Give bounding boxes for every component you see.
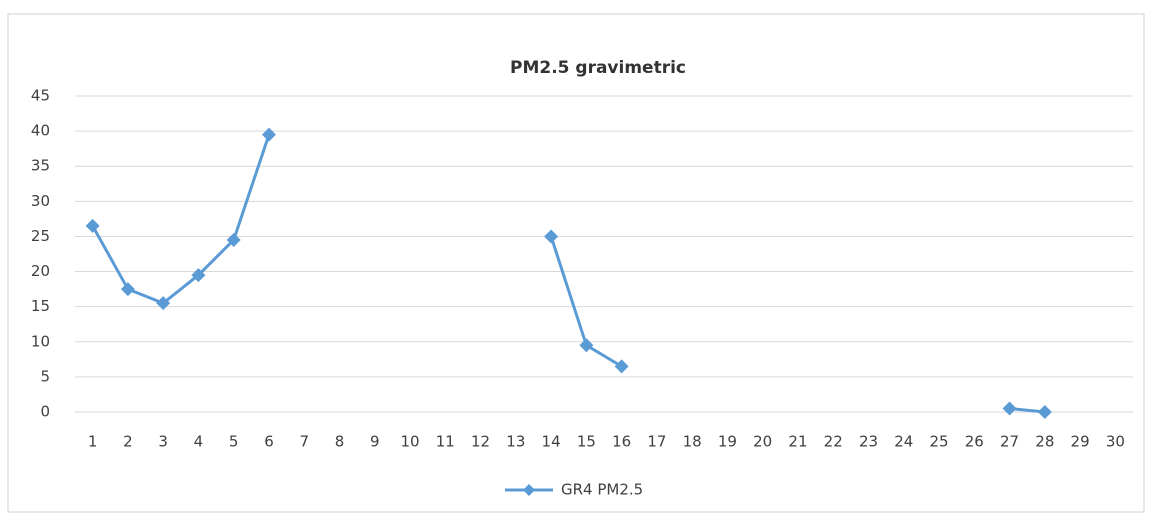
- x-tick-label: 4: [194, 433, 204, 451]
- x-tick-label: 21: [788, 433, 807, 451]
- x-tick-label: 16: [612, 433, 631, 451]
- chart-frame: [7, 13, 1145, 513]
- x-tick-label: 30: [1106, 433, 1125, 451]
- x-tick-label: 15: [577, 433, 596, 451]
- y-tick-label: 0: [40, 403, 50, 421]
- x-tick-label: 3: [158, 433, 168, 451]
- x-tick-label: 23: [859, 433, 878, 451]
- data-point: [85, 218, 100, 233]
- y-tick-label: 25: [31, 227, 50, 245]
- x-tick-label: 17: [647, 433, 666, 451]
- x-tick-label: 13: [506, 433, 525, 451]
- data-point: [191, 268, 206, 283]
- x-tick-label: 28: [1035, 433, 1054, 451]
- x-tick-label: 29: [1071, 433, 1090, 451]
- data-point: [120, 282, 135, 297]
- data-point: [1037, 405, 1052, 419]
- x-tick-label: 10: [400, 433, 419, 451]
- y-tick-label: 30: [31, 192, 50, 210]
- x-tick-label: 24: [894, 433, 913, 451]
- legend-swatch-marker: [523, 484, 535, 496]
- x-tick-label: 12: [471, 433, 490, 451]
- x-tick-label: 27: [1000, 433, 1019, 451]
- data-point: [579, 338, 594, 353]
- y-tick-label: 5: [40, 367, 50, 385]
- y-tick-label: 40: [31, 122, 50, 140]
- x-tick-label: 9: [370, 433, 380, 451]
- x-tick-label: 20: [753, 433, 772, 451]
- data-point: [1002, 401, 1017, 416]
- legend-label: GR4 PM2.5: [561, 481, 643, 499]
- x-tick-label: 7: [299, 433, 309, 451]
- y-tick-label: 35: [31, 157, 50, 175]
- x-tick-label: 11: [436, 433, 455, 451]
- data-point: [614, 359, 629, 374]
- x-tick-label: 22: [824, 433, 843, 451]
- y-tick-label: 15: [31, 297, 50, 315]
- x-tick-label: 5: [229, 433, 239, 451]
- chart-title: PM2.5 gravimetric: [510, 58, 686, 78]
- x-tick-label: 8: [335, 433, 345, 451]
- data-point: [544, 229, 559, 244]
- x-tick-label: 18: [683, 433, 702, 451]
- y-tick-label: 45: [31, 87, 50, 105]
- x-tick-label: 19: [718, 433, 737, 451]
- x-tick-label: 14: [542, 433, 561, 451]
- data-point: [226, 232, 241, 247]
- data-point: [261, 127, 276, 142]
- data-point: [156, 296, 171, 311]
- x-tick-label: 1: [88, 433, 98, 451]
- x-tick-label: 25: [929, 433, 948, 451]
- x-tick-label: 26: [965, 433, 984, 451]
- x-tick-label: 2: [123, 433, 133, 451]
- y-tick-label: 20: [31, 262, 50, 280]
- y-tick-label: 10: [31, 332, 50, 350]
- x-tick-label: 6: [264, 433, 274, 451]
